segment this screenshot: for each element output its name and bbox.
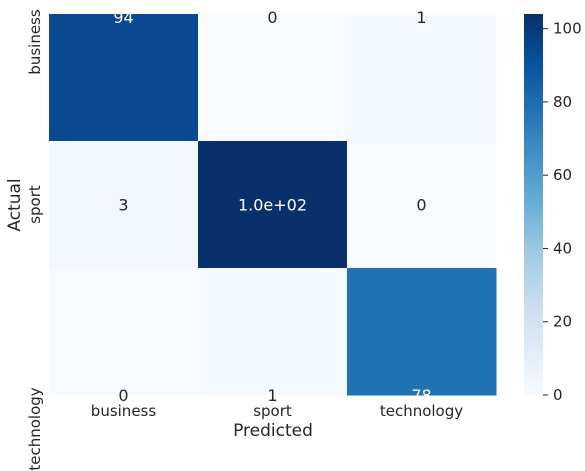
colorbar-tick-label: 80 [553, 93, 572, 111]
heatmap-cell-technology-sport [198, 268, 348, 396]
heatmap-cell-sport-sport [198, 141, 348, 269]
x-tick-label: technology [380, 402, 463, 420]
x-axis-label: Predicted [233, 421, 313, 441]
heatmap-cell-sport-business [49, 141, 199, 269]
x-tick-label: sport [253, 402, 292, 420]
colorbar-tick-label: 0 [553, 386, 563, 404]
cell-annotation: 78 [411, 386, 431, 405]
cell-annotation: 1 [267, 386, 277, 405]
heatmap-cell-technology-business [49, 268, 199, 396]
y-tick-label: sport [26, 185, 44, 224]
cell-annotation: 94 [113, 8, 133, 27]
heatmap-cell-sport-technology [347, 141, 497, 269]
heatmap-cell-business-sport [198, 14, 348, 142]
cell-annotation: 0 [267, 8, 277, 27]
heatmap-cell-business-technology [347, 14, 497, 142]
colorbar-tick-label: 100 [553, 20, 582, 38]
colorbar [524, 14, 543, 395]
colorbar-tick-label: 40 [553, 239, 572, 257]
cell-annotation: 3 [118, 196, 128, 215]
heatmap-cell-technology-technology [347, 268, 497, 396]
colorbar-tick-label: 60 [553, 166, 572, 184]
x-tick-label: business [91, 402, 157, 420]
y-axis-label: Actual [5, 178, 25, 231]
heatmap-cell-business-business [49, 14, 199, 142]
cell-annotation: 1.0e+02 [238, 196, 307, 215]
y-tick-label: technology [26, 387, 44, 470]
cell-annotation: 0 [416, 196, 426, 215]
y-tick-label: business [26, 9, 44, 75]
cell-annotation: 1 [416, 8, 426, 27]
colorbar-tick-label: 20 [553, 313, 572, 331]
cell-annotation: 0 [118, 386, 128, 405]
